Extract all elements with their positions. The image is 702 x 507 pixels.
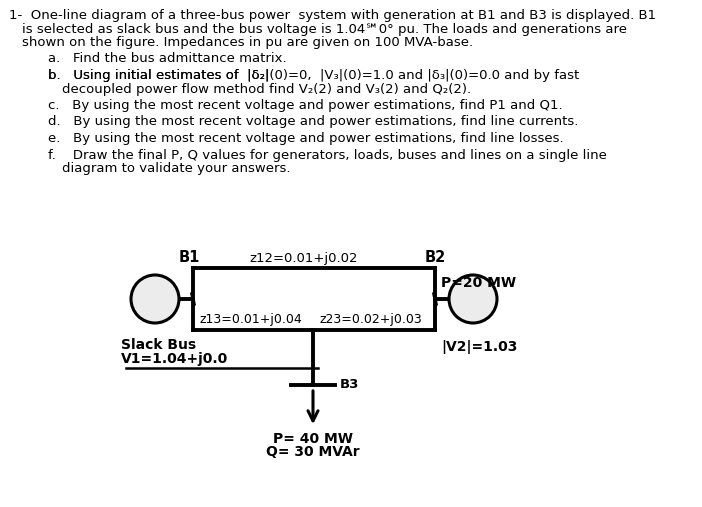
Text: V1=1.04+j0.0: V1=1.04+j0.0: [121, 352, 228, 366]
Text: B2: B2: [425, 250, 446, 265]
Text: d.   By using the most recent voltage and power estimations, find line currents.: d. By using the most recent voltage and …: [48, 116, 578, 128]
Text: z23=0.02+j0.03: z23=0.02+j0.03: [319, 313, 422, 326]
Text: a.   Find the bus admittance matrix.: a. Find the bus admittance matrix.: [48, 53, 286, 65]
Text: b.   Using initial estimates of  |δ₂|: b. Using initial estimates of |δ₂|: [48, 69, 270, 82]
Text: decoupled power flow method find V₂(2) and V₃(2) and Q₂(2).: decoupled power flow method find V₂(2) a…: [62, 83, 471, 95]
Text: z12=0.01+j0.02: z12=0.01+j0.02: [250, 252, 358, 265]
Text: is selected as slack bus and the bus voltage is 1.04℠0° pu. The loads and genera: is selected as slack bus and the bus vol…: [22, 22, 627, 35]
Text: f.    Draw the final P, Q values for generators, loads, buses and lines on a sin: f. Draw the final P, Q values for genera…: [48, 149, 607, 162]
Text: diagram to validate your answers.: diagram to validate your answers.: [62, 162, 291, 175]
Text: B3: B3: [340, 378, 359, 390]
Circle shape: [131, 275, 179, 323]
Text: B1: B1: [178, 250, 199, 265]
Text: Q= 30 MVAr: Q= 30 MVAr: [266, 445, 360, 459]
Text: shown on the figure. Impedances in pu are given on 100 MVA-base.: shown on the figure. Impedances in pu ar…: [22, 36, 473, 49]
Text: P= 40 MW: P= 40 MW: [273, 432, 353, 446]
Text: b.   Using initial estimates of  |δ₂|(0)=0,  |V₃|(0)=1.0 and |δ₃|(0)=0.0 and by : b. Using initial estimates of |δ₂|(0)=0,…: [48, 69, 579, 82]
Text: |V2|=1.03: |V2|=1.03: [441, 340, 517, 354]
Text: 1-  One-line diagram of a three-bus power  system with generation at B1 and B3 i: 1- One-line diagram of a three-bus power…: [9, 9, 656, 22]
Text: P=20 MW: P=20 MW: [441, 276, 516, 290]
Circle shape: [449, 275, 497, 323]
Text: e.   By using the most recent voltage and power estimations, find line losses.: e. By using the most recent voltage and …: [48, 132, 564, 145]
Text: c.   By using the most recent voltage and power estimations, find P1 and Q1.: c. By using the most recent voltage and …: [48, 99, 562, 112]
Text: Slack Bus: Slack Bus: [121, 338, 196, 352]
Text: z13=0.01+j0.04: z13=0.01+j0.04: [199, 313, 302, 326]
